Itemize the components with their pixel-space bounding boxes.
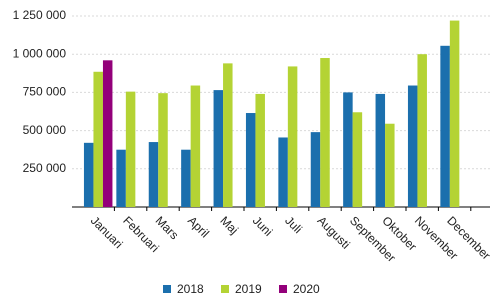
y-tick-label: 750 000 [23, 85, 67, 99]
x-tick-label: Mars [153, 213, 182, 242]
bar [440, 45, 450, 207]
bar [223, 63, 233, 208]
y-tick-label: 250 000 [23, 161, 67, 175]
x-tick-label: Augusti [315, 213, 353, 251]
bar [343, 92, 353, 207]
bar [407, 85, 418, 207]
bar [375, 93, 386, 207]
bar [255, 93, 265, 207]
legend-swatch [221, 285, 229, 293]
bar [125, 91, 136, 207]
legend-label: 2019 [235, 282, 262, 296]
bar [213, 90, 224, 207]
bar [449, 20, 460, 207]
legend-swatch [279, 285, 287, 293]
bar [352, 112, 363, 207]
bar [190, 85, 201, 207]
bar [417, 54, 427, 208]
legend-label: 2018 [177, 282, 204, 296]
bar [245, 113, 256, 207]
bar [102, 60, 113, 208]
y-tick-label: 1 000 000 [13, 46, 67, 60]
bar [320, 58, 330, 207]
x-tick-label: Juni [250, 213, 275, 238]
bar [148, 142, 159, 207]
bar [310, 132, 321, 207]
y-tick-label: 1 250 000 [13, 8, 67, 22]
bar [83, 142, 94, 207]
bar [93, 71, 103, 207]
bar [116, 149, 126, 207]
x-tick-label: Maj [217, 213, 241, 237]
x-tick-label: Juli [282, 213, 305, 236]
bar [181, 149, 191, 207]
bar [287, 66, 298, 207]
bar [278, 137, 288, 207]
legend-label: 2020 [293, 282, 320, 296]
bar [385, 123, 395, 207]
y-tick-label: 500 000 [23, 123, 67, 137]
x-tick-label: Januari [88, 213, 126, 251]
bar [158, 93, 168, 207]
x-tick-label: April [185, 213, 212, 240]
legend-swatch [163, 285, 171, 293]
